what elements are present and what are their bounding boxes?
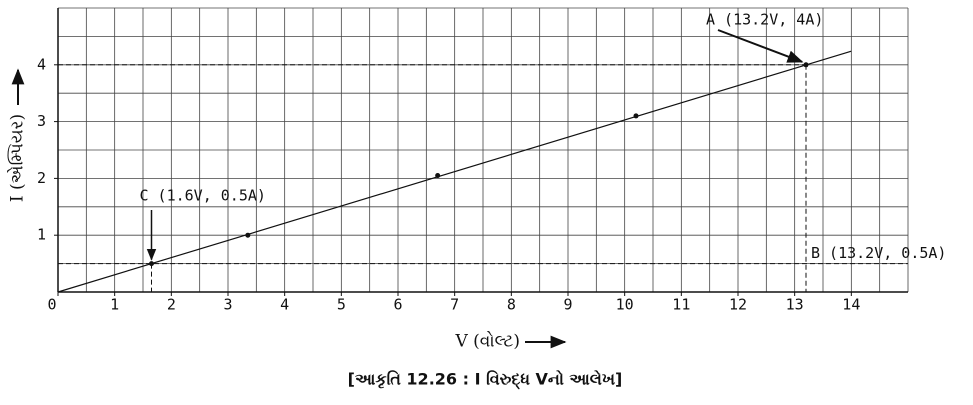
data-point [245, 232, 251, 238]
y-axis-label: I (એમ્પિયર) [7, 114, 28, 202]
y-tick-label: 4 [37, 55, 46, 73]
x-tick-label: 2 [167, 296, 176, 314]
annotation: A (13.2V, 4A) [706, 11, 823, 29]
x-tick-label: 13 [786, 296, 804, 314]
y-tick-label: 2 [37, 169, 46, 187]
x-tick-label: 11 [672, 296, 690, 314]
x-tick-label: 12 [729, 296, 747, 314]
x-tick-label: 0 [47, 296, 56, 314]
x-tick-label: 4 [280, 296, 289, 314]
x-tick-label: 8 [507, 296, 516, 314]
data-point [435, 173, 441, 179]
data-point [149, 261, 154, 267]
annotation: B (13.2V, 0.5A) [811, 244, 946, 262]
data-point [803, 62, 809, 68]
y-tick-label: 1 [37, 226, 46, 244]
annotation-arrow [717, 29, 804, 63]
x-tick-label: 9 [563, 296, 572, 314]
x-tick-label: 10 [616, 296, 634, 314]
x-tick-label: 1 [110, 296, 119, 314]
x-tick-label: 14 [842, 296, 860, 314]
x-tick-label: 6 [393, 296, 402, 314]
data-point [633, 113, 639, 119]
x-tick-label: 3 [223, 296, 232, 314]
x-tick-label: 5 [337, 296, 346, 314]
annotation: C (1.6V, 0.5A) [140, 187, 266, 205]
y-tick-label: 3 [37, 112, 46, 130]
x-axis-label: V (વોલ્ટ) [454, 331, 520, 352]
x-tick-label: 7 [450, 296, 459, 314]
fit-line [57, 50, 852, 293]
caption: [આકૃતિ 12.26 : I વિરુદ્ધ Vનો આલેખ] [348, 368, 623, 390]
